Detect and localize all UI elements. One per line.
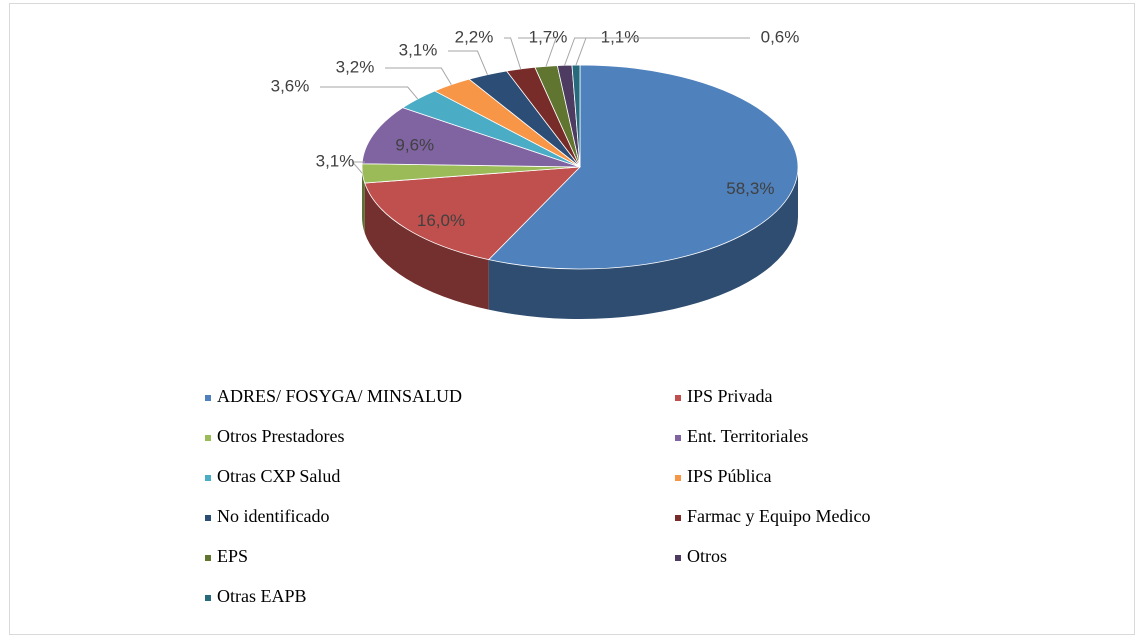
legend-label: No identificado: [217, 506, 329, 526]
leader-line: [504, 37, 522, 70]
legend-swatch: [205, 595, 211, 601]
leader-line: [448, 50, 488, 75]
legend-swatch: [205, 475, 211, 481]
legend-label: IPS Pública: [687, 466, 772, 486]
legend-label: EPS: [217, 546, 248, 566]
data-label: 3,1%: [399, 40, 438, 59]
legend-label: Otras CXP Salud: [217, 466, 340, 486]
leader-line: [575, 37, 750, 66]
legend-swatch: [205, 395, 211, 401]
legend-label: Otros Prestadores: [217, 426, 344, 446]
legend-label: Ent. Territoriales: [687, 426, 808, 446]
legend-label: Farmac y Equipo Medico: [687, 506, 870, 526]
legend-swatch: [675, 555, 681, 561]
data-label: 58,3%: [726, 179, 774, 198]
leader-line: [320, 86, 419, 100]
legend-swatch: [675, 475, 681, 481]
legend-swatch: [675, 515, 681, 521]
data-label: 3,2%: [336, 57, 375, 76]
data-label: 1,1%: [601, 27, 640, 46]
legend-swatch: [205, 435, 211, 441]
slice-side: [362, 167, 365, 234]
slice-side: [488, 167, 798, 319]
legend-label: ADRES/ FOSYGA/ MINSALUD: [217, 386, 462, 406]
slice: [364, 166, 582, 261]
slice: [487, 64, 799, 270]
leader-line: [564, 37, 590, 66]
data-label: 16,0%: [417, 211, 465, 230]
data-label: 2,2%: [455, 27, 494, 46]
legend-label: IPS Privada: [687, 386, 773, 406]
data-label: 3,6%: [271, 76, 310, 95]
leader-line: [385, 67, 452, 85]
data-label: 3,1%: [316, 151, 355, 170]
legend-label: Otros: [687, 546, 727, 566]
legend-label: Otras EAPB: [217, 586, 307, 606]
legend-swatch: [205, 555, 211, 561]
legend-swatch: [675, 395, 681, 401]
slice-side: [364, 183, 489, 310]
legend-swatch: [675, 435, 681, 441]
legend-swatch: [205, 515, 211, 521]
data-label: 1,7%: [529, 27, 568, 46]
data-label: 0,6%: [761, 27, 800, 46]
leader-line: [518, 37, 557, 67]
data-label: 9,6%: [395, 135, 434, 154]
slice: [361, 107, 581, 168]
leader-line: [351, 161, 365, 174]
